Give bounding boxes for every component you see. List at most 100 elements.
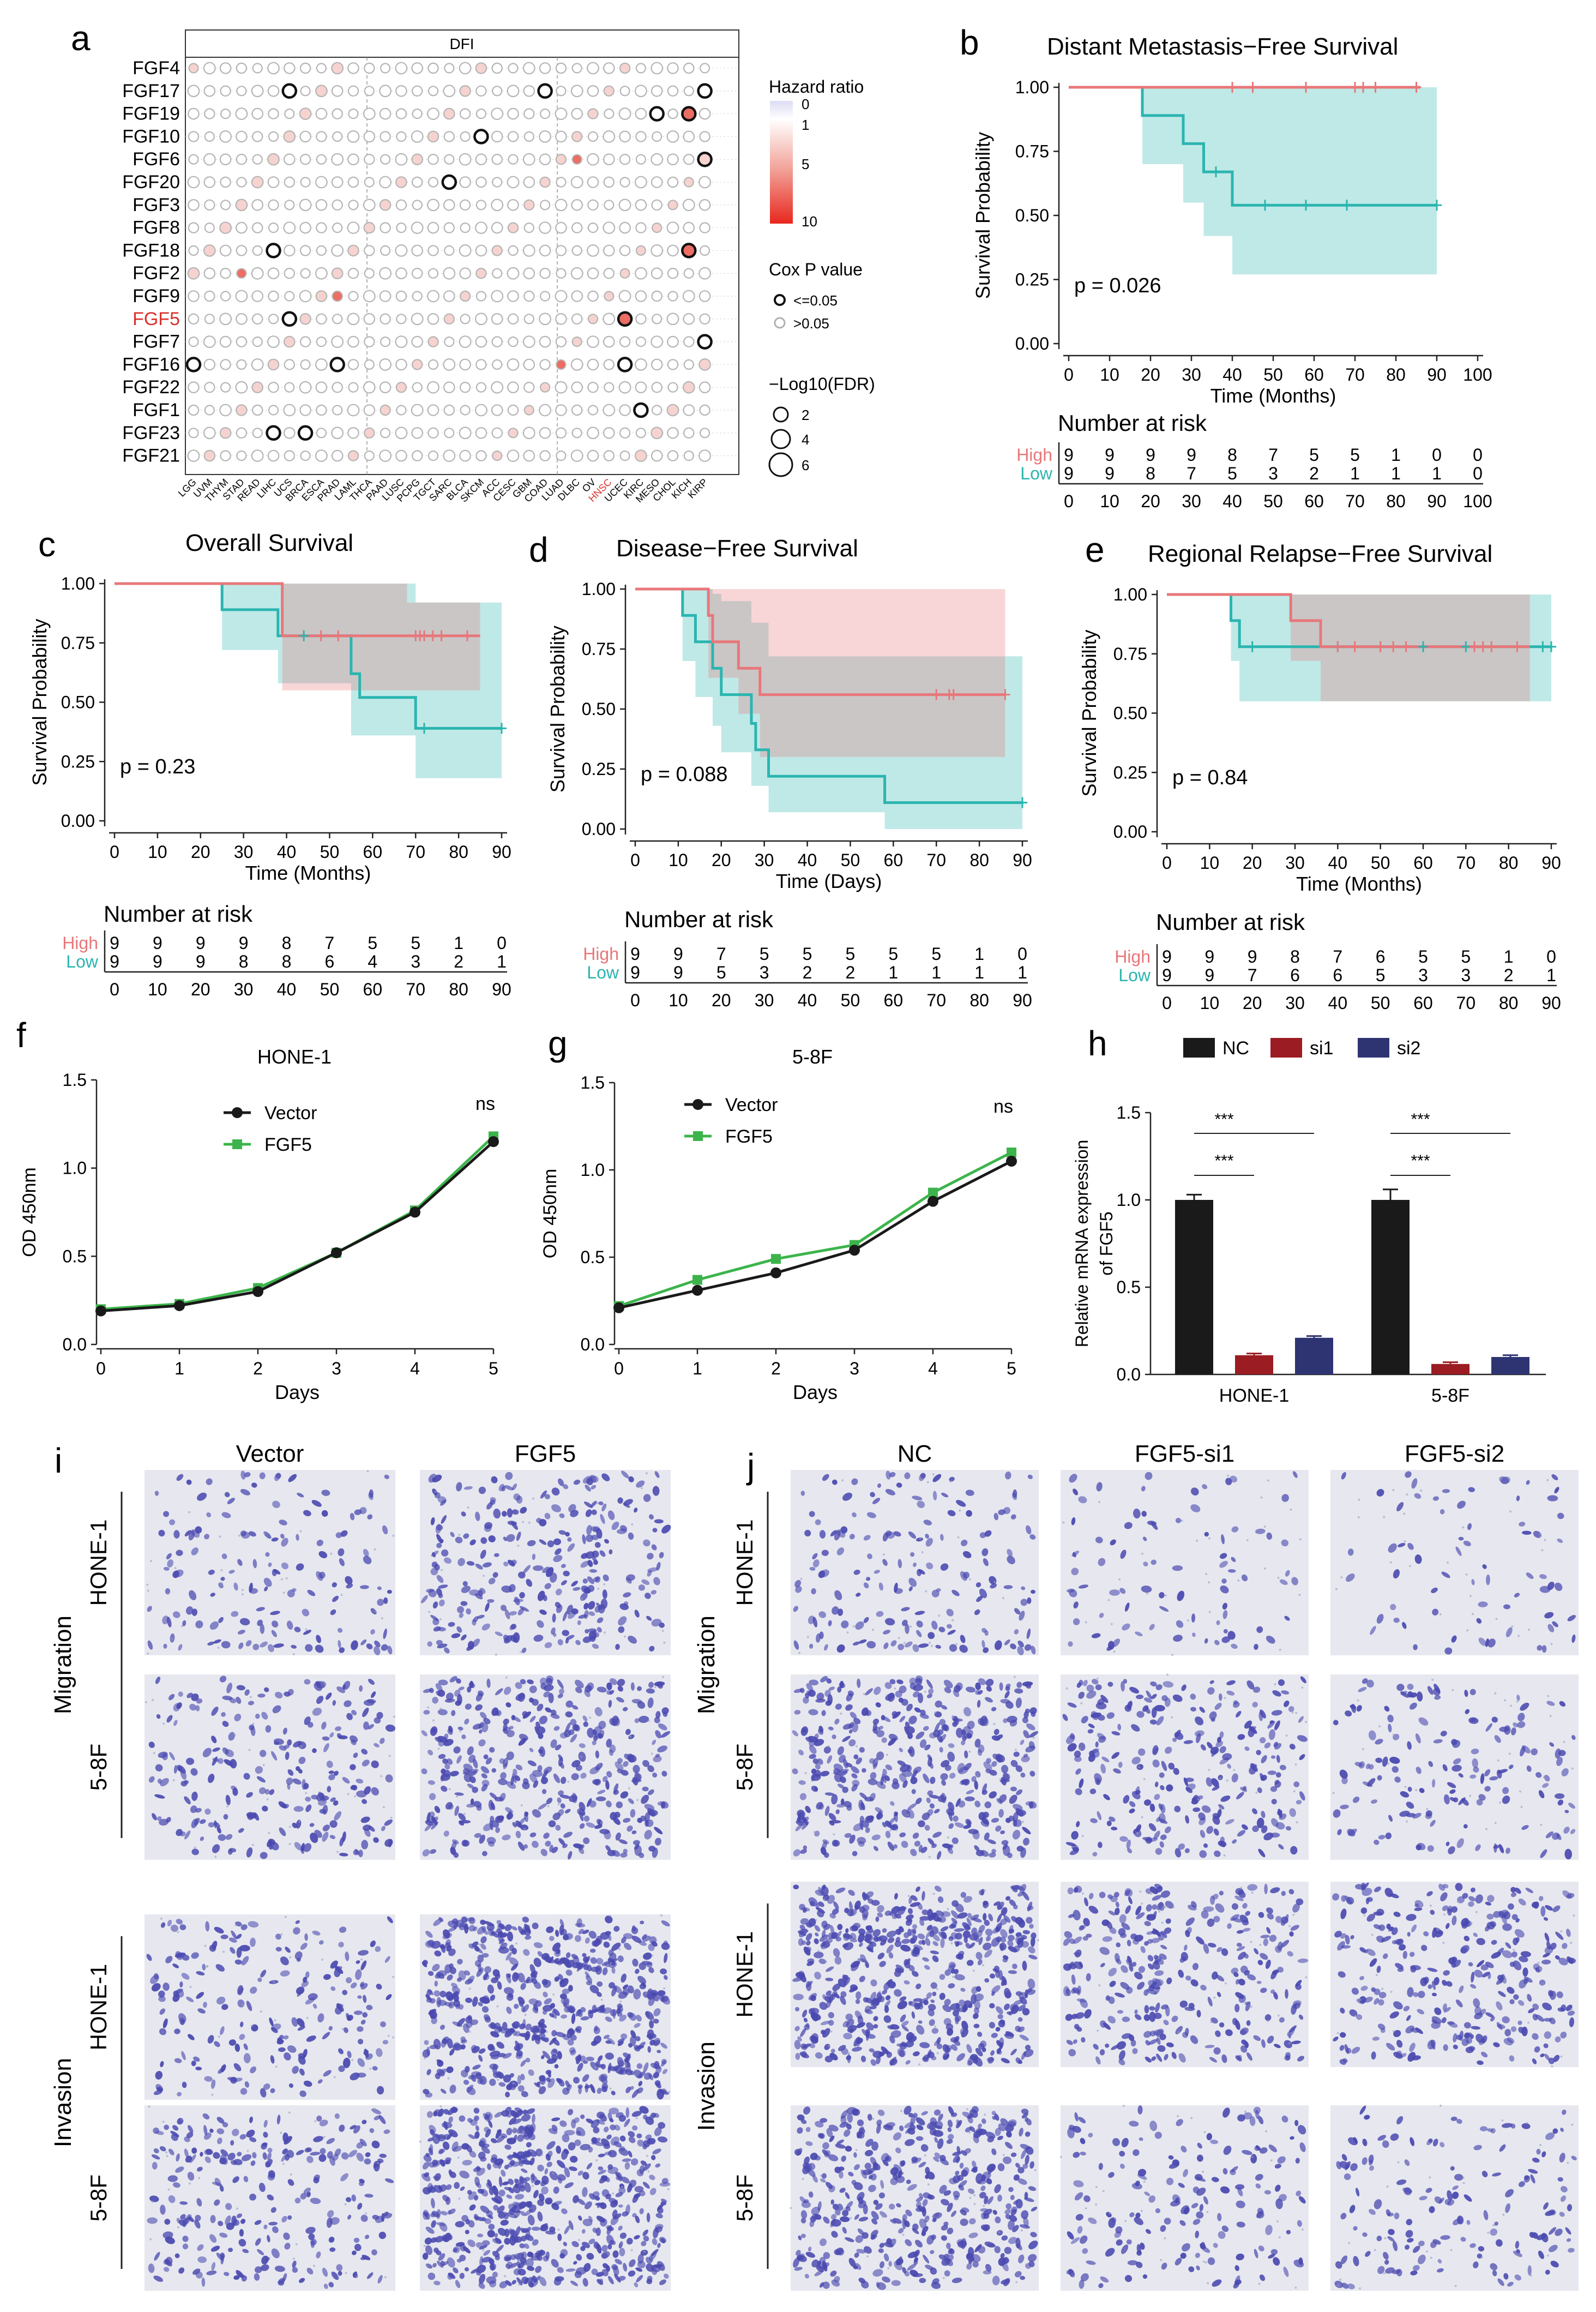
- membrane-pore: [1237, 1579, 1240, 1582]
- stained-cell: [260, 1641, 268, 1648]
- stained-cell: [438, 1753, 446, 1759]
- bubble-dot: [299, 290, 312, 303]
- km-risk-high-count: 0: [497, 933, 507, 953]
- bubble-dot: [651, 176, 663, 188]
- membrane-pore: [292, 1653, 295, 1655]
- stained-cell: [202, 1963, 206, 1971]
- stained-cell: [586, 1975, 593, 1983]
- stained-cell: [634, 1610, 640, 1618]
- stained-cell: [257, 1619, 263, 1626]
- bubble-dot: [363, 313, 376, 325]
- stained-cell: [444, 1763, 450, 1770]
- bubble-dot: [203, 335, 216, 348]
- membrane-pore: [660, 1914, 663, 1917]
- stained-cell: [615, 2066, 624, 2074]
- km-risk-low-count: 9: [1204, 965, 1214, 985]
- bubble-dot: [459, 449, 471, 462]
- stained-cell: [564, 1809, 571, 1813]
- bar-nc: [1371, 1200, 1410, 1374]
- stained-cell: [562, 1611, 568, 1622]
- stained-cell: [221, 1641, 231, 1649]
- bubble-dot: [443, 107, 455, 120]
- stained-cell: [446, 2066, 454, 2073]
- membrane-pore: [603, 1583, 606, 1586]
- stained-cell: [571, 2013, 576, 2024]
- km-risk-low-label: Low: [66, 952, 99, 971]
- membrane-pore: [219, 1535, 221, 1538]
- stained-cell: [543, 1833, 550, 1839]
- bar-legend-label: si2: [1397, 1038, 1420, 1059]
- bubble-dot: [697, 334, 713, 350]
- membrane-pore: [381, 1617, 383, 1620]
- membrane-pore: [568, 2227, 571, 2230]
- bubble-dot: [634, 267, 647, 280]
- bubble-dot: [556, 86, 567, 97]
- stained-cell: [621, 1936, 627, 1944]
- membrane-pore: [167, 1593, 169, 1595]
- km-risk-high-count: 5: [1461, 947, 1471, 966]
- bubble-dot: [347, 176, 359, 188]
- bar-y-axis-label: of FGF5: [1097, 1211, 1116, 1275]
- stained-cell: [361, 1840, 369, 1849]
- bubble-dot: [297, 425, 314, 441]
- membrane-pore: [1002, 1597, 1004, 1600]
- bubble-dot: [203, 153, 216, 166]
- stained-cell: [548, 1820, 556, 1828]
- membrane-pore: [609, 1914, 612, 1917]
- bubble-dot: [475, 450, 487, 461]
- membrane-pore: [1466, 1629, 1469, 1632]
- stained-cell: [335, 1726, 342, 1731]
- bubble-dot: [364, 177, 375, 188]
- stained-cell: [360, 1983, 368, 1990]
- bar-category-label: 5-8F: [1431, 1385, 1469, 1406]
- stained-cell: [563, 1570, 570, 1577]
- stained-cell: [551, 2029, 557, 2037]
- stained-cell: [657, 2050, 661, 2053]
- p-legend-sig: <=0.05: [793, 292, 838, 309]
- stained-cell: [314, 1683, 322, 1691]
- stained-cell: [615, 1761, 624, 1771]
- stained-cell: [481, 1773, 487, 1779]
- membrane-pore: [457, 2156, 460, 2159]
- bubble-dot: [523, 85, 535, 97]
- bubble-dot: [251, 107, 263, 120]
- membrane-pore: [1495, 1618, 1498, 1620]
- km-risk-high-count: 9: [1105, 445, 1115, 465]
- membrane-pore: [1118, 1578, 1121, 1581]
- stained-cell: [165, 1956, 173, 1963]
- stained-cell: [162, 1616, 169, 1625]
- stained-cell: [323, 1743, 329, 1752]
- bubble-dot: [395, 449, 407, 462]
- stained-cell: [607, 1849, 616, 1857]
- stained-cell: [475, 1511, 480, 1521]
- bubble-dot: [667, 176, 679, 188]
- bubble-dot: [252, 131, 263, 142]
- membrane-pore: [251, 1843, 254, 1846]
- bubble-dot: [667, 450, 679, 461]
- bubble-dot: [508, 428, 519, 439]
- km-title: Distant Metastasis−Free Survival: [1047, 33, 1398, 60]
- stained-cell: [195, 1705, 200, 1712]
- bubble-dot: [252, 313, 263, 325]
- bubble-dot: [635, 290, 647, 302]
- membrane-pore: [629, 1735, 632, 1738]
- membrane-pore: [166, 2155, 168, 2158]
- stained-cell: [546, 1675, 553, 1683]
- stained-cell: [555, 1588, 562, 1596]
- bubble-dot: [235, 199, 248, 212]
- membrane-pore: [483, 1575, 485, 1577]
- stained-cell: [350, 1785, 356, 1790]
- km-risk-high-count: 7: [716, 944, 726, 964]
- stained-cell: [647, 1765, 654, 1773]
- bubble-dot: [299, 381, 312, 394]
- line-legend-label: FGF5: [264, 1134, 312, 1155]
- stained-cell: [625, 2107, 630, 2118]
- bubble-dot: [252, 222, 263, 233]
- bubble-dot: [571, 290, 583, 302]
- km-risk-low-count: 7: [1187, 464, 1196, 483]
- km-risk-high-count: 5: [1309, 445, 1319, 465]
- stained-cell: [351, 1640, 358, 1650]
- stained-cell: [638, 2081, 643, 2087]
- stained-cell: [557, 1694, 563, 1698]
- stained-cell: [573, 1962, 581, 1968]
